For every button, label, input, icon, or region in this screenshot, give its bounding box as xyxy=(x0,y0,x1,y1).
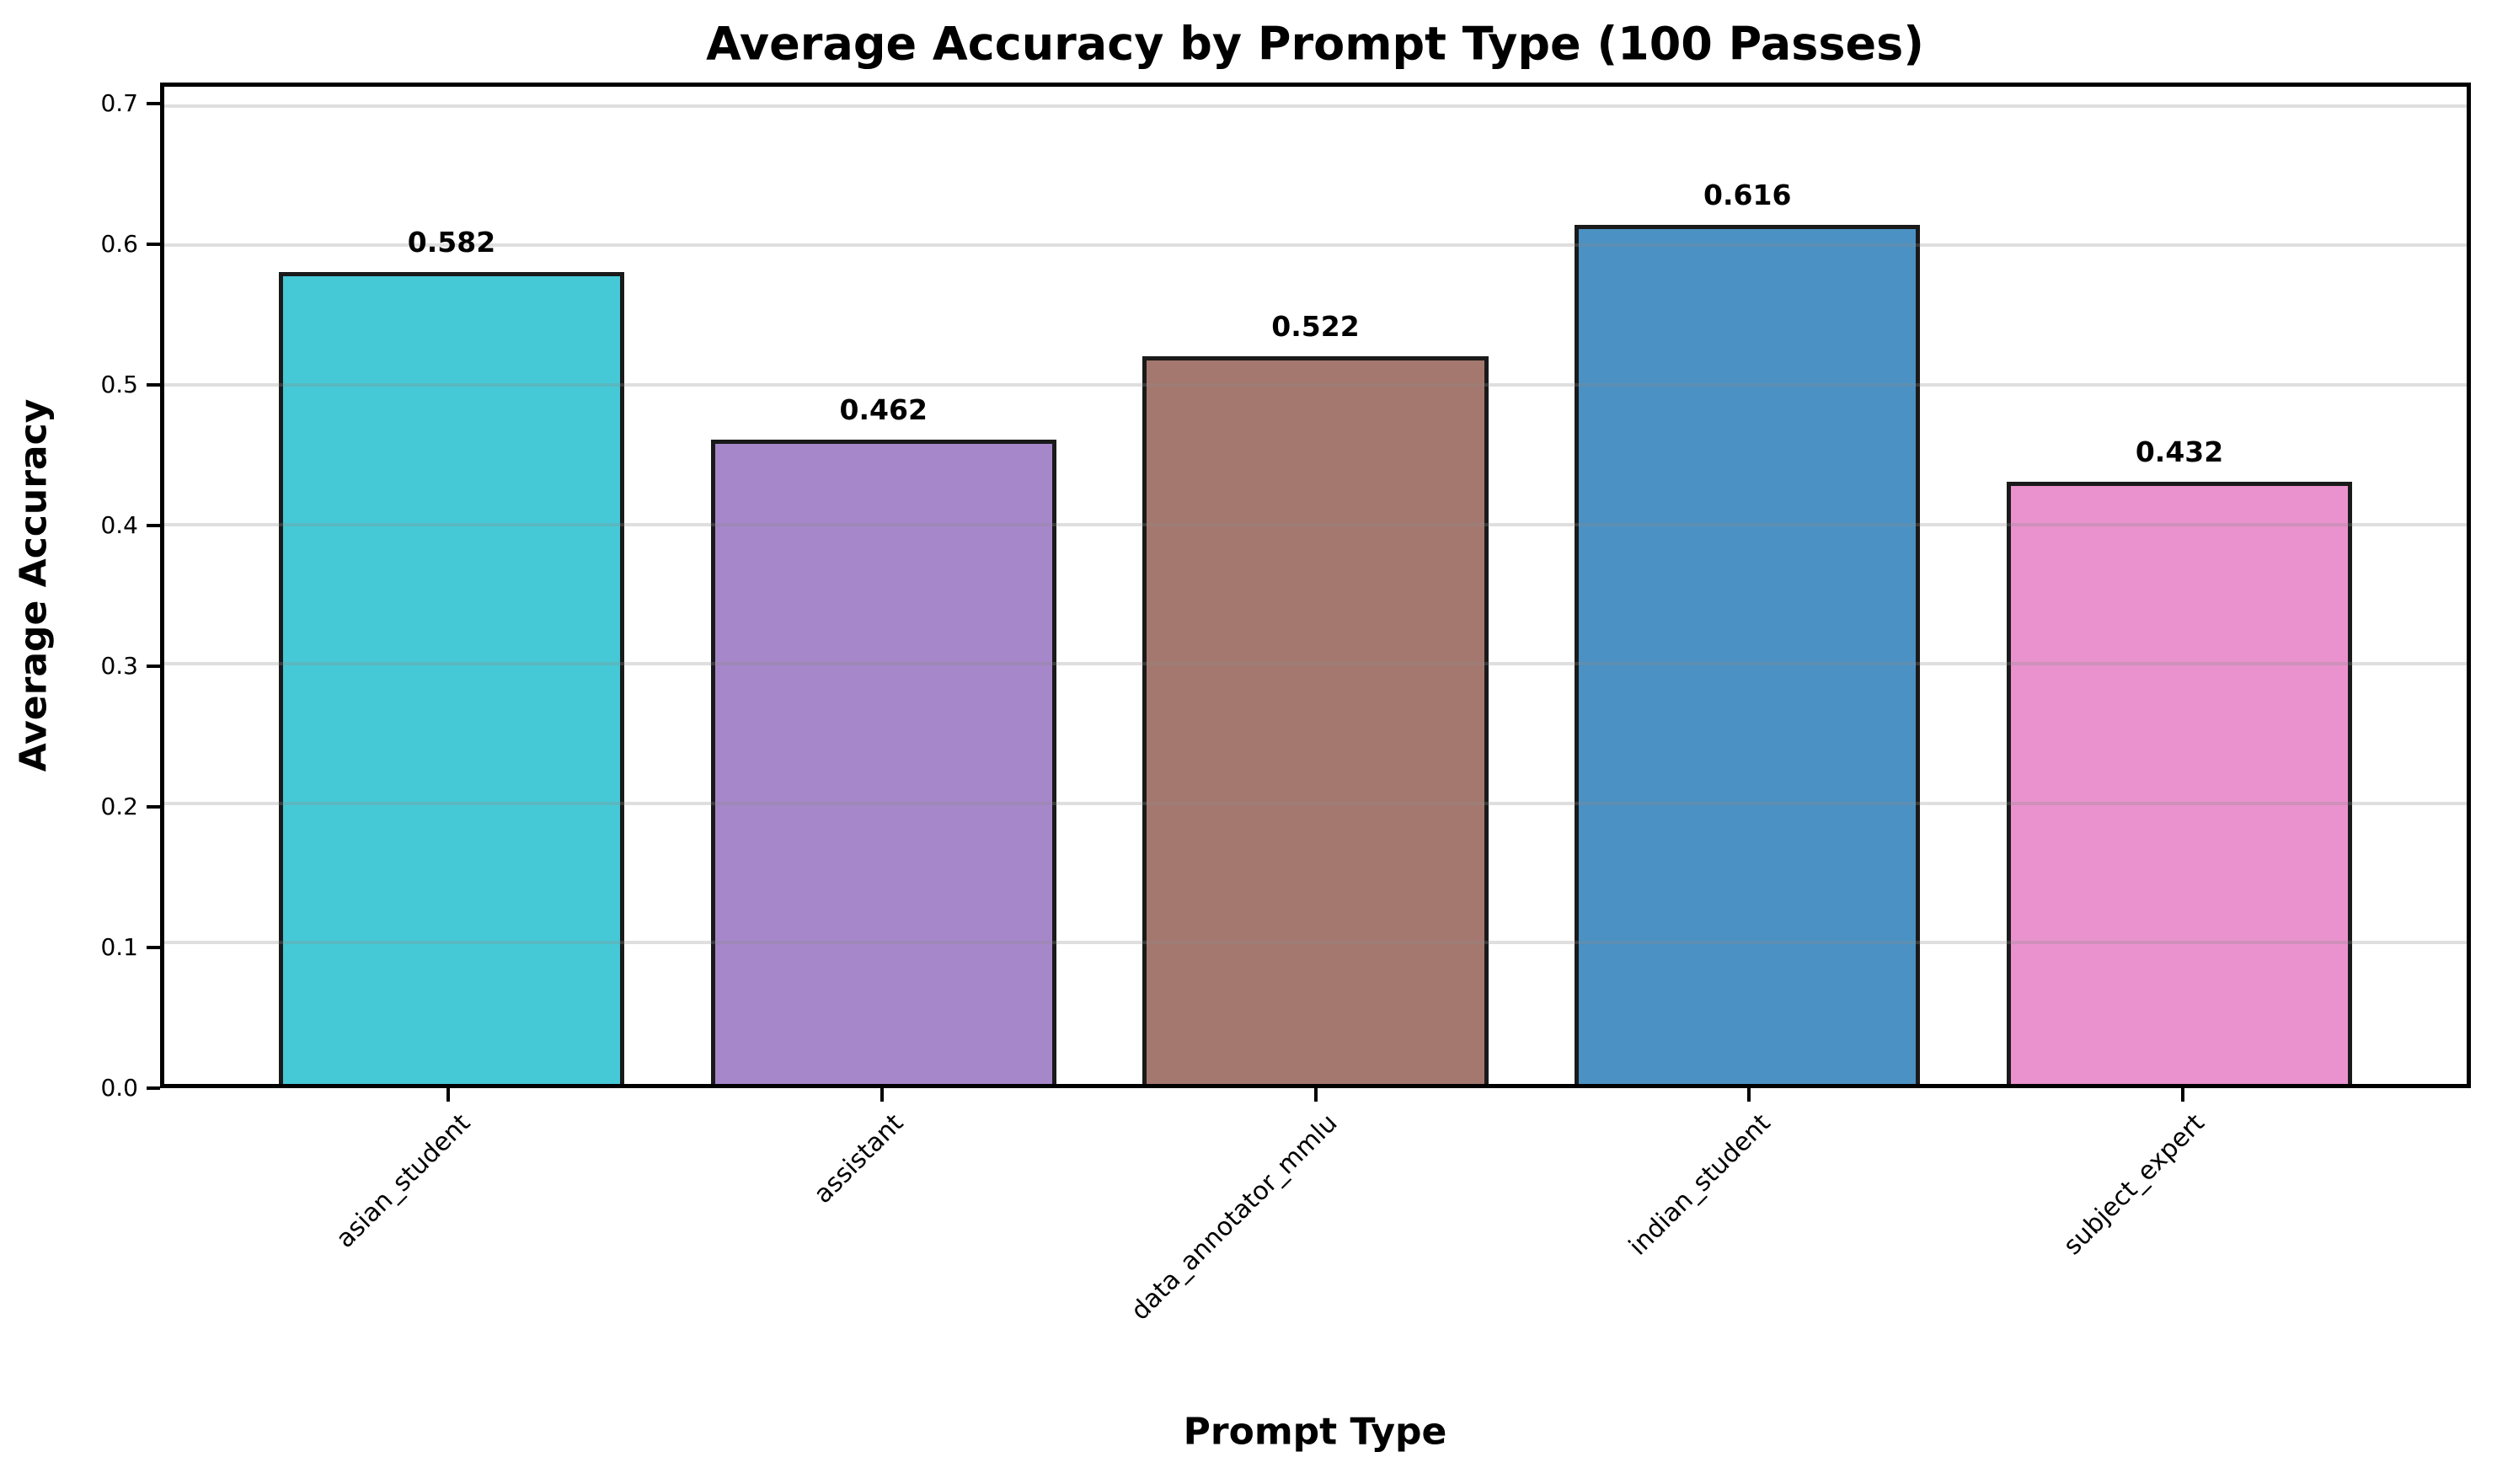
x-axis-label: Prompt Type xyxy=(1183,1410,1447,1454)
y-tick-0.7 xyxy=(147,102,160,106)
y-tick-0.2 xyxy=(147,805,160,809)
gridline-0.7 xyxy=(164,104,2467,108)
gridline-0.6 xyxy=(164,243,2467,248)
bar-value-label-subject_expert: 0.432 xyxy=(2135,435,2224,468)
bar-value-label-data_annotator_mmlu: 0.522 xyxy=(1271,309,1360,343)
y-tick-label-0: 0.0 xyxy=(100,1074,138,1102)
y-tick-0.5 xyxy=(147,383,160,387)
x-tick-asian_student xyxy=(446,1088,451,1102)
y-tick-label-0.3: 0.3 xyxy=(100,652,138,681)
x-tick-label-indian_student: indian_student xyxy=(1623,1108,1777,1262)
y-tick-label-0.2: 0.2 xyxy=(100,793,138,820)
gridline-0.4 xyxy=(164,522,2467,526)
gridline-0.5 xyxy=(164,383,2467,387)
gridline-0.2 xyxy=(164,801,2467,805)
bar-value-label-assistant: 0.462 xyxy=(839,392,928,426)
chart-title: Average Accuracy by Prompt Type (100 Pas… xyxy=(706,17,1924,71)
gridline-0.1 xyxy=(164,941,2467,945)
y-tick-label-0.4: 0.4 xyxy=(100,511,138,540)
bar-indian_student xyxy=(1575,224,1921,1084)
x-tick-label-subject_expert: subject_expert xyxy=(2057,1108,2211,1262)
x-tick-label-assistant: assistant xyxy=(808,1108,910,1209)
y-tick-0.1 xyxy=(147,946,160,949)
bar-subject_expert xyxy=(2006,481,2353,1084)
x-tick-label-asian_student: asian_student xyxy=(330,1108,476,1254)
plot-area: 0.582 0.462 0.522 0.616 0.432 xyxy=(160,83,2471,1088)
bar-value-label-indian_student: 0.616 xyxy=(1703,178,1792,211)
x-tick-subject_expert xyxy=(2180,1088,2184,1102)
bar-data_annotator_mmlu xyxy=(1142,355,1489,1084)
y-tick-label-0.1: 0.1 xyxy=(100,933,138,961)
gridline-0.3 xyxy=(164,662,2467,666)
y-axis-label: Average Accuracy xyxy=(12,398,56,772)
y-tick-0.4 xyxy=(147,524,160,528)
y-tick-label-0.6: 0.6 xyxy=(100,230,138,259)
bar-asian_student xyxy=(278,272,625,1084)
x-tick-data_annotator_mmlu xyxy=(1313,1088,1318,1102)
x-tick-label-data_annotator_mmlu: data_annotator_mmlu xyxy=(1125,1108,1344,1327)
x-tick-indian_student xyxy=(1747,1088,1751,1102)
bar-assistant xyxy=(710,439,1056,1084)
bar-value-label-asian_student: 0.582 xyxy=(407,226,496,259)
y-tick-label-0.7: 0.7 xyxy=(100,89,138,118)
x-tick-assistant xyxy=(880,1088,884,1102)
y-tick-0.6 xyxy=(147,243,160,247)
y-tick-0.3 xyxy=(147,665,160,669)
y-tick-label-0.5: 0.5 xyxy=(100,371,138,399)
y-tick-0 xyxy=(147,1086,160,1090)
